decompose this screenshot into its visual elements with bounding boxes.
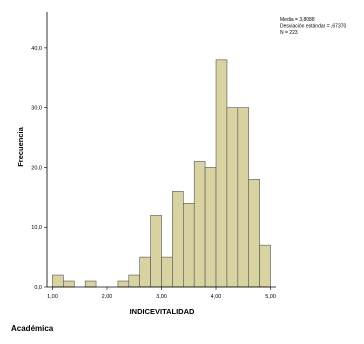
x-tick-label: 3,00 bbox=[156, 294, 167, 300]
y-tick-label: 20,0 bbox=[31, 165, 42, 171]
histogram-bar bbox=[63, 280, 75, 288]
histogram-bar bbox=[259, 244, 271, 288]
y-axis-label: Frecuencia bbox=[16, 126, 25, 166]
histogram-bar bbox=[128, 274, 140, 288]
histogram-bar bbox=[84, 280, 97, 288]
histogram-bar bbox=[52, 274, 64, 288]
histogram-bar bbox=[161, 256, 173, 288]
bars-layer bbox=[52, 59, 271, 288]
histogram-bar bbox=[237, 107, 250, 288]
x-tick-label: 2,00 bbox=[102, 294, 113, 300]
x-tick-label: 1,00 bbox=[47, 294, 58, 300]
y-tick-label: 0,0 bbox=[34, 285, 42, 291]
histogram-bar bbox=[150, 214, 162, 288]
histogram-bar bbox=[139, 256, 151, 288]
histogram-bar bbox=[204, 167, 217, 288]
x-ticks-layer: 1,00 2,00 3,00 4,00 5,00 bbox=[47, 287, 276, 300]
caption-label: Académica bbox=[11, 324, 54, 333]
y-tick-label: 30,0 bbox=[31, 106, 42, 112]
histogram-bar bbox=[183, 203, 195, 288]
histogram-bar bbox=[215, 59, 228, 288]
stats-line: Media = 3,8088 bbox=[280, 17, 315, 23]
y-tick-label: 10,0 bbox=[31, 225, 42, 231]
y-ticks-layer: 0,0 10,0 20,0 30,0 40,0 bbox=[31, 46, 47, 291]
stats-line: Desviación estándar = ,67370 bbox=[280, 24, 347, 30]
x-tick-label: 4,00 bbox=[211, 294, 222, 300]
x-axis-label: INDICEVITALIDAD bbox=[130, 307, 195, 316]
histogram-bar bbox=[193, 161, 206, 288]
y-tick-label: 40,0 bbox=[31, 46, 42, 52]
histogram-bar bbox=[172, 191, 184, 288]
histogram-bar bbox=[248, 179, 260, 288]
histogram-bar bbox=[226, 107, 239, 288]
stats-line: N = 223 bbox=[280, 30, 298, 36]
histogram-bar bbox=[117, 280, 130, 288]
x-tick-label: 5,00 bbox=[265, 294, 276, 300]
